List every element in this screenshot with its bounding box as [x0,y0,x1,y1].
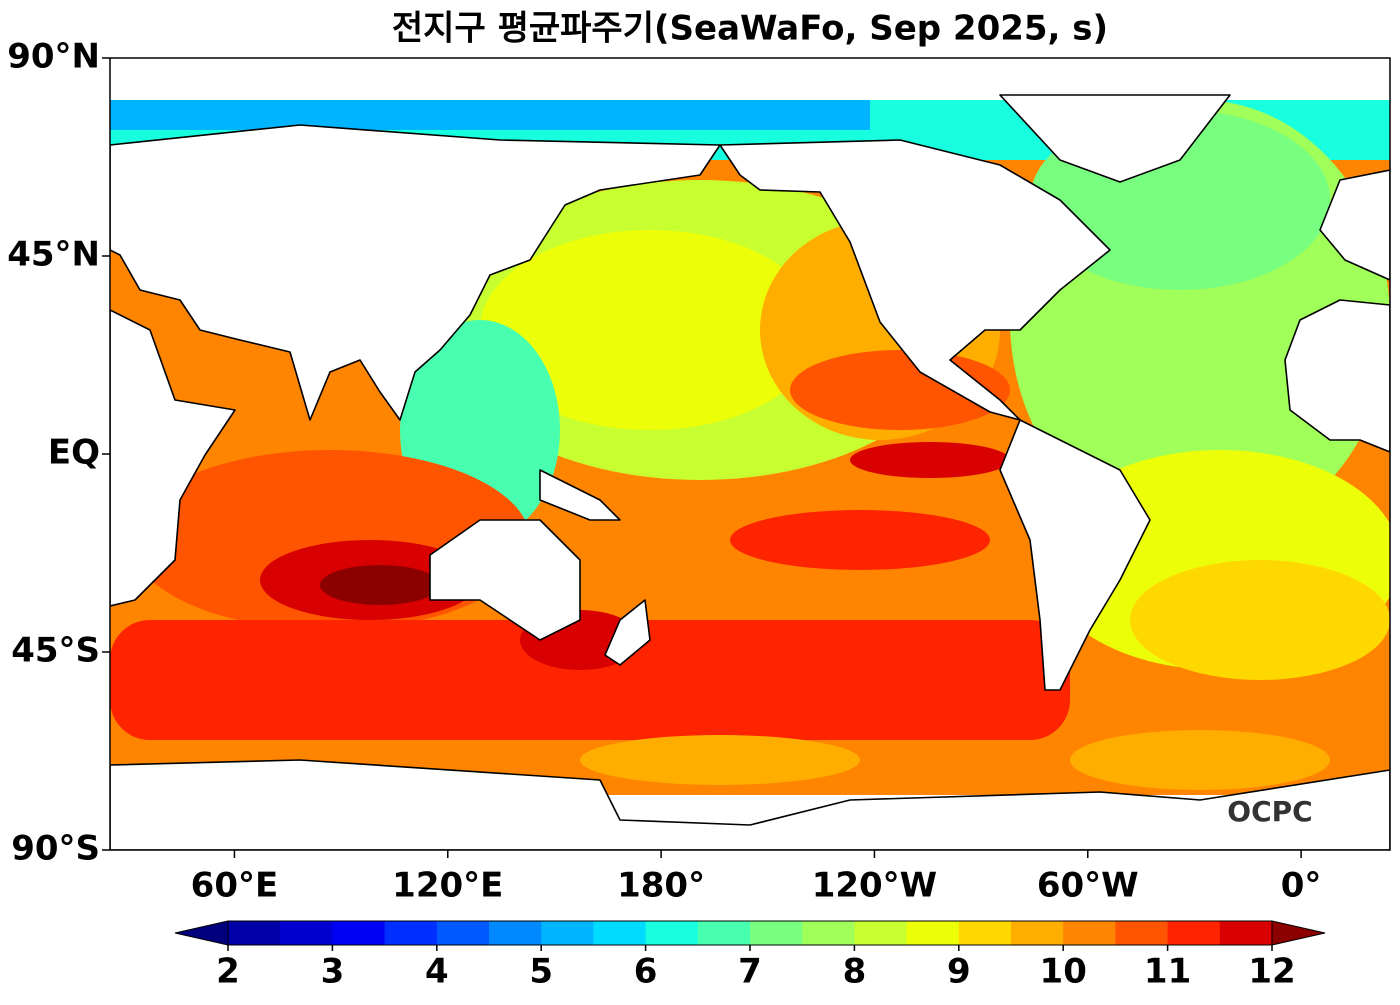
colorbar-bin [1219,921,1273,945]
x-tick-label: 180° [617,866,705,906]
colorbar-bin [750,921,803,945]
x-tick-label: 60°E [191,866,279,906]
y-tick-label: 45°S [11,631,100,671]
colorbar-bin [541,921,594,945]
watermark: OCPC [1227,795,1312,828]
colorbar-tick-label: 11 [1144,952,1191,992]
x-tick-label: 0° [1281,866,1322,906]
colorbar-extend-max [1271,920,1326,946]
colorbar-bin [332,921,386,945]
y-tick-label: 90°N [7,37,100,77]
colorbar-bin [280,921,333,945]
colorbar-bin [854,921,908,945]
colorbar-bin [697,921,751,945]
y-tick-label: 90°S [11,829,100,869]
colorbar-bin [228,921,281,945]
colorbar-bin [593,921,647,945]
colorbar-tick-label: 5 [529,952,553,992]
colorbar-bin [1063,921,1116,945]
colorbar-tick-label: 8 [843,952,867,992]
coastlines [110,94,1390,850]
colorbar-bin [645,921,699,945]
colorbar-extend-min [174,920,229,946]
colorbar-tick-label: 7 [738,952,762,992]
x-tick-label: 120°E [392,866,503,906]
colorbar-tick-label: 10 [1040,952,1087,992]
colorbar-bin [802,921,855,945]
colorbar-bin [1011,921,1064,945]
y-tick-label: EQ [48,433,100,473]
colorbar-tick-label: 6 [634,952,658,992]
colorbar-bin [489,921,542,945]
colorbar-tick-label: 2 [216,952,240,992]
x-tick-label: 60°W [1037,866,1139,906]
chart-title: 전지구 평균파주기(SeaWaFo, Sep 2025, s) [392,9,1108,49]
colorbar-bin [384,921,438,945]
y-tick-label: 45°N [7,235,100,275]
colorbar-bin [1167,921,1221,945]
colorbar-tick-label: 4 [425,952,449,992]
colorbar-bin [436,921,490,945]
colorbar-tick-label: 3 [321,952,345,992]
x-tick-label: 120°W [812,866,937,906]
colorbar-tick-label: 12 [1248,952,1295,992]
colorbar-bin [1115,921,1169,945]
colorbar-bin [906,921,960,945]
colorbar-bin [958,921,1012,945]
colorbar-tick-label: 9 [947,952,971,992]
